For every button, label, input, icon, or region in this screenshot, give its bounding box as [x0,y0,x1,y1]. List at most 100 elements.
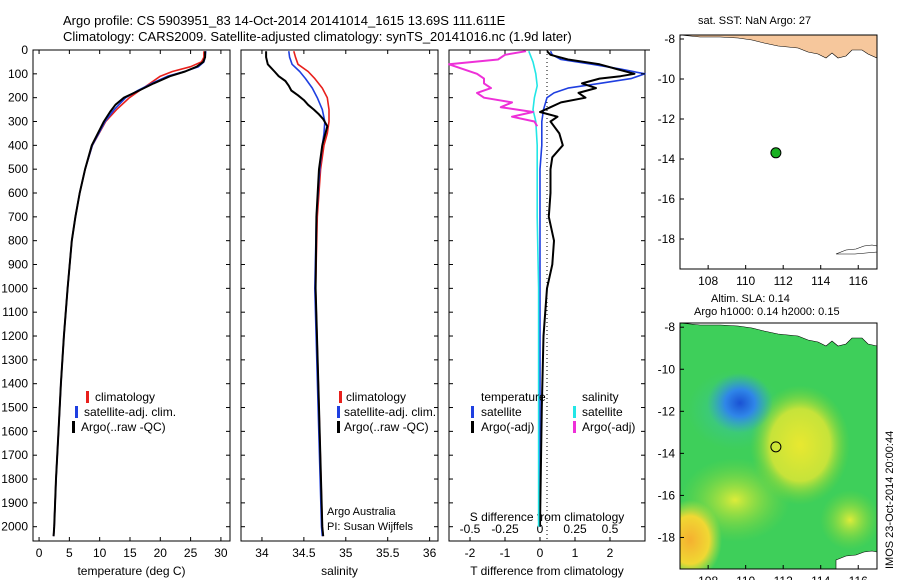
x-tick-label: 36 [423,546,437,560]
x-tick-label: 20 [154,546,168,560]
map-y-tick-label: -10 [658,72,676,86]
sla-map-frame [679,322,878,570]
difference-panel: -2 -1 0 1 2 T difference from climatology -0.5… [448,49,646,578]
legend-label-satellite: satellite-adj. clim. [344,405,436,419]
sla-map: Altim. SLA: 0.14 Argo h1000: 0.14 h2000:… [658,293,878,580]
map-y-tick-label: -18 [658,232,676,246]
map-y-tick-label: -10 [658,362,676,376]
depth-tick-label: 0 [21,43,28,57]
sst-map: sat. SST: NaN Argo: 27 108 110 112 114 116 -8… [658,15,878,288]
map-x-tick-label: 112 [774,574,793,580]
s-axis-label: S difference from climatology [470,510,625,524]
series-line-s-argo-adj- [448,50,539,127]
legend-swatch-s-argo [573,421,576,433]
argo-float-marker [770,441,782,453]
temperature-frame [32,49,231,542]
s-tick-label: 0 [537,522,544,536]
depth-tick-label: 200 [8,91,28,105]
temperature-panel: 0 5 10 15 20 25 30 temperature (deg C) [32,49,231,578]
depth-tick-label: 1800 [1,472,28,486]
salinity-frame [240,49,439,542]
map-y-tick-label: -16 [658,192,676,206]
series-line-t-satellite [539,50,646,527]
x-tick-label: 30 [214,546,228,560]
map-y-tick-label: -14 [658,446,676,460]
legend-label-climatology: climatology [346,390,406,404]
depth-tick-label: 1900 [1,496,28,510]
depth-tick-label: 300 [8,115,28,129]
map-y-tick-label: -8 [664,32,675,46]
map-y-tick-label: -14 [658,152,676,166]
series-line-climatology [293,50,330,537]
annotation-pi: PI: Susan Wijffels [327,521,413,533]
depth-tick-label: 700 [8,210,28,224]
x-tick-label: 5 [66,546,73,560]
map-y-tick-label: -16 [658,488,676,502]
x-tick-label: 25 [184,546,198,560]
land-coast-south [835,244,878,255]
x-axis-label: temperature (deg C) [77,564,185,578]
depth-tick-label: 800 [8,234,28,248]
map-y-tick-label: -8 [664,320,675,334]
map-x-tick-label: 110 [736,274,755,288]
map-x-tick-label: 114 [811,574,830,580]
map-x-tick-label: 116 [849,574,868,580]
series-line-argo-raw-qc- [265,51,329,537]
legend-swatch-argo [337,421,340,433]
temperature-legend: climatology satellite-adj. clim. Argo(..… [72,390,176,434]
x-tick-label: 1 [572,546,579,560]
legend-label-s-satellite: satellite [582,405,623,419]
sst-map-title: sat. SST: NaN Argo: 27 [698,15,811,27]
depth-tick-label: 1200 [1,329,28,343]
x-tick-label: 34 [255,546,269,560]
legend-label-t-argo: Argo(-adj) [481,420,534,434]
depth-tick-label: 1700 [1,448,28,462]
x-tick-label: 35.5 [376,546,400,560]
legend-heading-temperature: temperature [481,390,546,404]
land-java [679,34,878,59]
title-line-1: Argo profile: CS 5903951_83 14-Oct-2014 … [63,13,506,28]
x-axis-label: salinity [321,564,358,578]
x-tick-label: 0 [36,546,43,560]
map-x-tick-label: 108 [698,574,718,580]
sst-map-frame [679,34,878,270]
sla-low-anomaly [707,373,773,433]
sla-orange-region [680,500,722,569]
depth-tick-label: 400 [8,138,28,152]
depth-tick-label: 2000 [1,520,28,534]
s-tick-label: -0.25 [491,522,519,536]
legend-heading-salinity: salinity [582,390,619,404]
depth-tick-label: 600 [8,186,28,200]
legend-swatch-t-argo [471,421,474,433]
depth-tick-label: 500 [8,162,28,176]
series-line-argo-raw-qc- [52,51,207,537]
series-line-t-argo-adj- [539,50,636,527]
legend-swatch-s-satellite [573,406,576,418]
series-line-satellite-adj-clim- [52,51,207,537]
salinity-panel: 34 34.5 35 35.5 36 salinity [240,49,439,578]
salinity-legend: climatology satellite-adj. clim. Argo(..… [327,390,436,533]
legend-swatch-climatology [86,391,89,403]
map-y-tick-label: -12 [658,112,676,126]
legend-swatch-climatology [339,391,342,403]
map-x-tick-label: 108 [698,274,718,288]
difference-legend: temperature satellite Argo(-adj) salinit… [471,390,635,434]
legend-swatch-argo [72,421,75,433]
map-y-tick-label: -18 [658,530,676,544]
legend-swatch-satellite [337,406,340,418]
depth-tick-label: 1500 [1,401,28,415]
series-line-satellite-adj-clim- [288,51,326,537]
sla-yellow-region-east [820,490,877,550]
s-tick-label: -0.5 [460,522,481,536]
map-y-tick-label: -12 [658,404,676,418]
map-x-tick-label: 110 [736,574,755,580]
sla-map-title: Altim. SLA: 0.14 [711,293,790,305]
legend-swatch-t-satellite [471,406,474,418]
s-tick-label: 0.5 [602,522,619,536]
legend-label-argo: Argo(..raw -QC) [81,420,166,434]
depth-tick-label: 1300 [1,353,28,367]
series-line-climatology [52,51,205,537]
legend-label-s-argo: Argo(-adj) [582,420,635,434]
title-line-2: Climatology: CARS2009. Satellite-adjuste… [63,29,572,44]
